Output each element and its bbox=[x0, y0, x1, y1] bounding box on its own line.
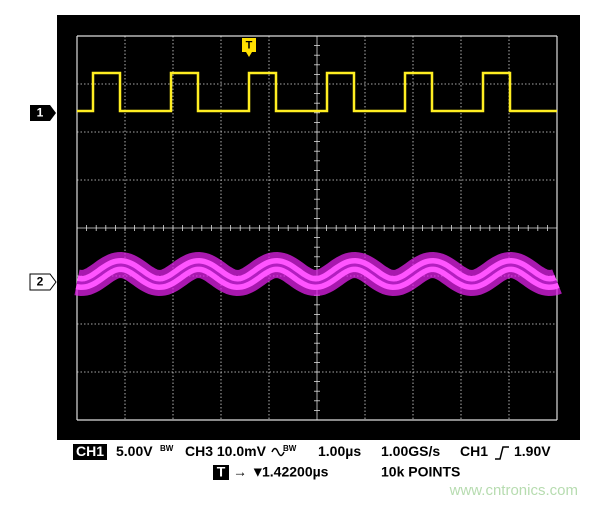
waveforms bbox=[74, 71, 562, 297]
timebase: 1.00µs bbox=[318, 443, 361, 459]
ch3-scale: CH3 10.0mV bbox=[185, 443, 267, 459]
trigger-marker: T bbox=[246, 39, 253, 51]
ch1-marker: 1 bbox=[37, 106, 44, 120]
trigger-source: CH1 bbox=[460, 443, 488, 459]
ch1-waveform bbox=[77, 71, 557, 113]
trigger-marker-box bbox=[242, 38, 256, 52]
ch1-scale: 5.00V bbox=[116, 443, 153, 459]
rising-edge-icon bbox=[495, 446, 509, 460]
trigger-level: 1.90V bbox=[514, 443, 551, 459]
trigger-arrows: → ▼ bbox=[233, 464, 265, 480]
trigger-delay: 1.42200µs bbox=[262, 464, 329, 480]
ch1-badge bbox=[73, 444, 107, 460]
graticule bbox=[76, 35, 558, 421]
ch1-marker-box bbox=[30, 105, 56, 121]
trigger-marker-tip bbox=[246, 52, 252, 57]
ch3-waveform-core bbox=[76, 263, 558, 285]
ch3-bw: BW bbox=[283, 444, 297, 453]
ch1-bw: BW bbox=[160, 444, 174, 453]
record-length: 10k POINTS bbox=[381, 464, 460, 480]
ch1-label: CH1 bbox=[76, 443, 104, 459]
ac-coupling-icon bbox=[271, 447, 285, 457]
watermark: www.cntronics.com bbox=[449, 482, 578, 499]
screen bbox=[57, 15, 580, 440]
trigger-icon-box bbox=[213, 465, 229, 480]
ch2-marker: 2 bbox=[37, 275, 44, 289]
sample-rate: 1.00GS/s bbox=[381, 443, 440, 459]
ch2-marker-box bbox=[29, 273, 57, 291]
trigger-icon: T bbox=[217, 464, 226, 480]
